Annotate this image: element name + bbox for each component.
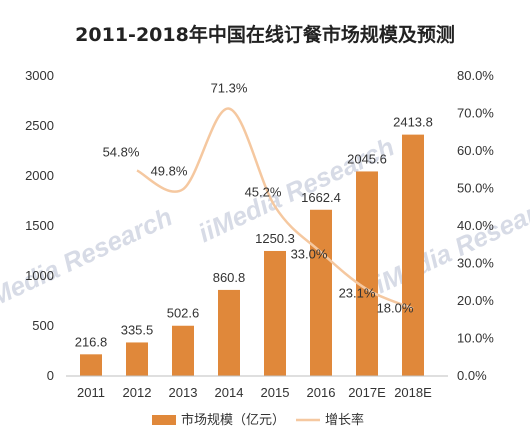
growth-value-label: 33.0%	[291, 246, 328, 261]
growth-value-label: 23.1%	[339, 285, 376, 300]
x-axis: 2011 2012 2013 2014 2015 2016 2017E 2018E	[77, 385, 432, 400]
growth-value-label: 71.3%	[211, 81, 248, 96]
growth-rate-line	[136, 107, 414, 310]
bar-data-labels: 216.8 335.5 502.6 860.8 1250.3 1662.4 2045.6 24…	[75, 115, 433, 350]
x-tick-label: 2012	[123, 385, 152, 400]
growth-value-label: 54.8%	[103, 145, 140, 160]
y-left-tick-label: 500	[32, 318, 54, 333]
y-right-tick-label: 70.0%	[457, 106, 494, 121]
x-tick-label: 2017E	[348, 385, 386, 400]
legend: 市场规模（亿元） 增长率	[152, 412, 364, 428]
x-tick-label: 2011	[77, 385, 105, 400]
y-axis-left: 0 500 1000 1500 2000 2500 3000	[25, 68, 54, 383]
y-right-tick-label: 40.0%	[457, 218, 494, 233]
bar-2017E	[356, 171, 378, 376]
chart-title: 2011-2018年中国在线订餐市场规模及预测	[75, 23, 455, 46]
bar-2018E	[402, 134, 424, 376]
watermark-2: iiMedia Research	[364, 185, 530, 302]
y-left-tick-label: 1500	[25, 218, 54, 233]
y-right-tick-label: 60.0%	[457, 143, 494, 158]
bar-value-label: 1662.4	[301, 190, 341, 205]
y-left-tick-label: 3000	[25, 68, 54, 83]
y-right-tick-label: 30.0%	[457, 256, 494, 271]
y-left-tick-label: 1000	[25, 268, 54, 283]
x-tick-label: 2013	[169, 385, 198, 400]
bar-2016	[310, 209, 332, 376]
bar-value-label: 2045.6	[347, 151, 387, 166]
bar-2011	[80, 354, 102, 376]
line-series	[136, 107, 414, 310]
bar-2014	[218, 289, 240, 376]
legend-swatch-bar	[152, 415, 176, 425]
line-data-labels: 54.8% 49.8% 71.3% 45.2% 33.0% 23.1%18.0%	[103, 81, 414, 316]
x-tick-label: 2016	[307, 385, 336, 400]
y-axis-right: 0.0% 10.0% 20.0% 30.0% 40.0% 50.0% 60.0% 70.0% 8…	[457, 68, 494, 383]
growth-value-label: 49.8%	[151, 163, 188, 178]
legend-label-bar: 市场规模（亿元）	[181, 412, 285, 428]
bar-2015	[264, 250, 286, 376]
bar-value-label: 335.5	[121, 322, 154, 337]
bar-2013	[172, 325, 194, 376]
y-right-tick-label: 50.0%	[457, 181, 494, 196]
bar-value-label: 2413.8	[393, 115, 433, 130]
bar-value-label: 502.6	[167, 306, 200, 321]
y-left-tick-label: 2000	[25, 168, 54, 183]
x-tick-label: 2015	[261, 385, 290, 400]
legend-label-line: 增长率	[325, 412, 364, 428]
y-left-tick-label: 2500	[25, 118, 54, 133]
growth-value-label: 45.2%	[245, 185, 282, 200]
bar-series	[80, 134, 424, 376]
x-tick-label: 2018E	[394, 385, 432, 400]
y-right-tick-label: 10.0%	[457, 331, 494, 346]
bar-value-label: 1250.3	[255, 231, 295, 246]
y-left-tick-label: 0	[47, 368, 54, 383]
x-tick-label: 2014	[215, 385, 244, 400]
y-right-tick-label: 20.0%	[457, 293, 494, 308]
growth-value-label: 18.0%	[377, 301, 414, 316]
y-right-tick-label: 0.0%	[457, 368, 487, 383]
bar-value-label: 860.8	[213, 270, 246, 285]
y-right-tick-label: 80.0%	[457, 68, 494, 83]
bar-2012	[126, 342, 148, 376]
bar-value-label: 216.8	[75, 334, 108, 349]
